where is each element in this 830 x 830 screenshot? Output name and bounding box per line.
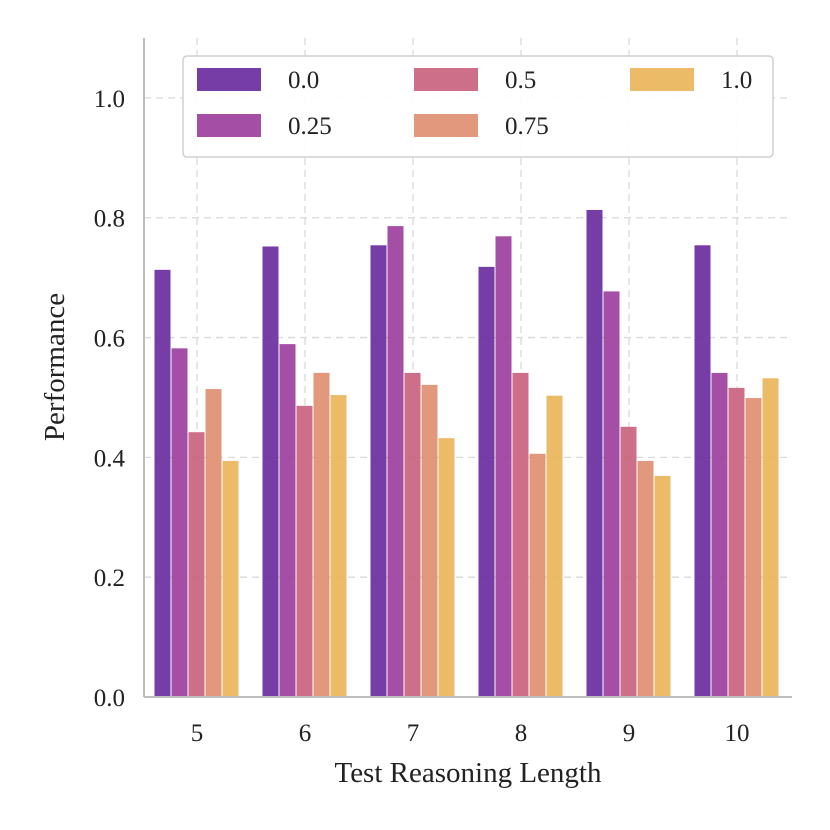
bar [370, 245, 387, 697]
bar [654, 475, 671, 697]
bar [205, 389, 222, 697]
tick-labels: 0.0 0.2 0.4 0.6 0.8 1.0 5 6 7 8 9 10 [94, 86, 750, 747]
y-tick-label: 0.8 [94, 206, 125, 233]
y-tick-label: 0.6 [94, 326, 125, 353]
legend-box [182, 55, 774, 158]
bar [421, 384, 438, 697]
legend: 0.0 0.25 0.5 0.75 1.0 [182, 55, 774, 158]
bar [762, 378, 779, 697]
bar [222, 460, 239, 697]
axes [143, 38, 792, 698]
legend-label: 0.0 [288, 67, 319, 94]
legend-label: 0.25 [288, 113, 332, 140]
bar [387, 226, 404, 697]
bar [546, 395, 563, 697]
bar [313, 372, 330, 697]
x-tick-label: 9 [623, 720, 636, 747]
bar [478, 266, 495, 697]
bars [154, 209, 779, 698]
legend-swatch [414, 68, 478, 91]
bar [279, 344, 296, 697]
bar [586, 209, 603, 697]
x-axis-label: Test Reasoning Length [335, 757, 602, 789]
bar [495, 236, 512, 698]
bar [529, 453, 546, 697]
bar [745, 398, 762, 697]
bar [637, 460, 654, 697]
bar [296, 405, 313, 697]
bar [154, 269, 171, 697]
bar [404, 372, 421, 697]
bar [512, 372, 529, 697]
x-tick-label: 7 [407, 720, 420, 747]
bar [330, 395, 347, 697]
bar [438, 438, 455, 697]
legend-swatch [197, 114, 261, 137]
bar [711, 372, 728, 697]
bar [620, 426, 637, 697]
bar [603, 291, 620, 697]
bar [171, 348, 188, 697]
bar [262, 246, 279, 697]
legend-swatch [414, 114, 478, 137]
bar [188, 432, 205, 697]
y-tick-label: 1.0 [94, 86, 125, 113]
x-tick-label: 10 [725, 720, 750, 747]
legend-swatch [197, 68, 261, 91]
legend-swatch [630, 68, 694, 91]
legend-label: 1.0 [721, 67, 752, 94]
y-axis-label: Performance [39, 293, 71, 441]
legend-label: 0.75 [505, 113, 549, 140]
x-tick-label: 6 [299, 720, 312, 747]
y-tick-label: 0.2 [94, 565, 125, 592]
x-tick-label: 5 [191, 720, 204, 747]
bar [694, 245, 711, 697]
x-tick-label: 8 [515, 720, 528, 747]
bar [728, 387, 745, 697]
y-tick-label: 0.0 [94, 685, 125, 712]
y-tick-label: 0.4 [94, 445, 126, 472]
legend-label: 0.5 [505, 67, 536, 94]
